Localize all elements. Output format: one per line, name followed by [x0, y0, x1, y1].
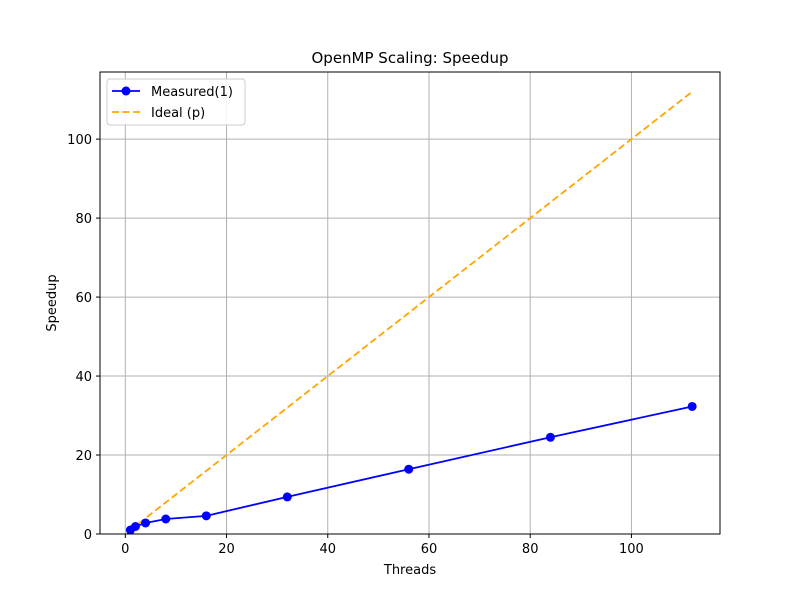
plot-series [125, 91, 697, 535]
data-point [687, 401, 697, 411]
legend: Measured(1) Ideal (p) [106, 78, 246, 126]
y-tick-label: 100 [67, 133, 92, 148]
data-point [282, 492, 292, 502]
y-tick-label: 60 [75, 291, 92, 306]
x-axis-label: Threads [383, 563, 436, 578]
y-tick-label: 40 [75, 370, 92, 385]
data-point [404, 464, 414, 474]
x-tick-label: 80 [522, 542, 539, 557]
y-axis-ticks: 0 20 40 60 80 100 [67, 133, 100, 543]
data-point [201, 511, 211, 521]
x-tick-label: 20 [218, 542, 235, 557]
x-axis-ticks: 0 20 40 60 80 100 [121, 534, 644, 557]
x-tick-label: 40 [319, 542, 336, 557]
x-tick-label: 60 [421, 542, 438, 557]
y-axis-label: Speedup [45, 274, 60, 331]
y-tick-label: 80 [75, 212, 92, 227]
data-point [161, 514, 171, 524]
legend-label-0: Measured(1) [151, 85, 233, 100]
legend-marker [121, 86, 131, 96]
series-line-1 [129, 91, 693, 531]
plot-frame [99, 71, 721, 535]
legend-box [106, 78, 246, 126]
chart-title: OpenMP Scaling: Speedup [311, 49, 508, 67]
x-tick-label: 0 [121, 542, 129, 557]
data-point [545, 432, 555, 442]
grid [100, 72, 720, 535]
legend-label-1: Ideal (p) [151, 106, 205, 121]
y-tick-label: 20 [75, 449, 92, 464]
data-point [130, 521, 140, 531]
data-point [141, 518, 151, 528]
x-tick-label: 100 [619, 542, 644, 557]
y-tick-label: 0 [84, 528, 92, 543]
